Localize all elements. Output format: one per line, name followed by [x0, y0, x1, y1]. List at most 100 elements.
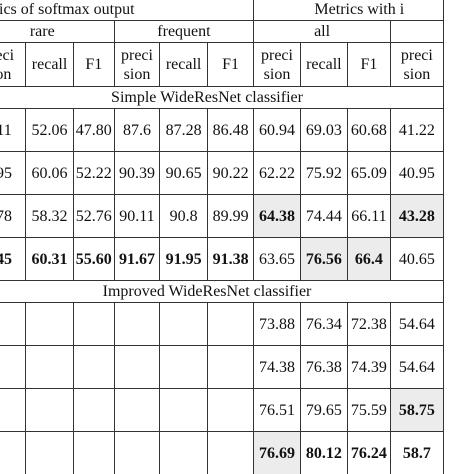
empty-cell	[113, 302, 161, 346]
cell: 90.22	[206, 151, 255, 195]
cell: 3.95	[0, 151, 27, 195]
empty-cell	[25, 431, 75, 474]
cell: 76.69	[253, 431, 301, 474]
empty-cell	[159, 388, 208, 432]
cell: 76.34	[299, 302, 349, 346]
cell: 54.64	[389, 345, 445, 389]
section-row: Improved WideResNet classifier	[0, 280, 444, 303]
cell: 91.38	[206, 237, 255, 281]
empty-cell	[0, 388, 27, 432]
cell: 58.75	[389, 388, 445, 432]
data-row: 73.88 76.34 72.38 54.64	[0, 302, 445, 346]
data-row: 76.51 79.65 75.59 58.75	[0, 388, 445, 432]
group-header: ics of softmax output	[0, 0, 255, 21]
cell: 69.03	[299, 108, 349, 152]
empty-cell	[113, 388, 161, 432]
empty-cell	[159, 345, 208, 389]
subgroup: frequent	[113, 20, 255, 43]
column-header: recall	[25, 42, 75, 87]
cell: 5.78	[0, 194, 27, 238]
cell: 64.38	[253, 194, 301, 238]
column-header: recall	[299, 42, 349, 87]
cell: 74.38	[253, 345, 301, 389]
cell: 90.65	[159, 151, 208, 195]
subgroup: all	[253, 20, 391, 43]
empty-cell	[73, 345, 115, 389]
cell: 60.94	[253, 108, 301, 152]
cell: 1.11	[0, 108, 27, 152]
empty-cell	[0, 345, 27, 389]
cell: 43.28	[389, 194, 445, 238]
cell: 54.64	[389, 302, 445, 346]
cell: 62.22	[253, 151, 301, 195]
cell: 91.95	[159, 237, 208, 281]
cell: 74.39	[347, 345, 391, 389]
header-row: ics of softmax output Metrics with i	[0, 0, 444, 21]
cell: 90.11	[113, 194, 161, 238]
column-header: F1	[206, 42, 255, 87]
cell: 9.45	[0, 237, 27, 281]
section-title: Simple WideResNet classifier	[0, 86, 444, 109]
cell: 65.09	[347, 151, 391, 195]
cell: 80.12	[299, 431, 349, 474]
column-header: preci sion	[113, 42, 161, 87]
cell: 40.95	[389, 151, 445, 195]
cell: 75.59	[347, 388, 391, 432]
data-row: 74.38 76.38 74.39 54.64	[0, 345, 445, 389]
cell: 91.67	[113, 237, 161, 281]
empty-cell	[73, 302, 115, 346]
cell: 41.22	[389, 108, 445, 152]
data-row: 5.7858.3252.7690.1190.889.9964.3874.4466…	[0, 194, 445, 238]
cell: 90.8	[159, 194, 208, 238]
cell: 66.4	[347, 237, 391, 281]
data-row: 9.4560.3155.6091.6791.9591.3863.6576.566…	[0, 237, 445, 281]
empty-cell	[25, 345, 75, 389]
column-header: preci sion	[0, 42, 27, 87]
data-row: 76.69 80.12 76.24 58.7	[0, 431, 445, 474]
empty-cell	[0, 431, 27, 474]
cell: 66.11	[347, 194, 391, 238]
data-row: 1.1152.0647.8087.687.2886.4860.9469.0360…	[0, 108, 445, 152]
subgroup	[389, 20, 445, 43]
empty-cell	[206, 388, 255, 432]
cell: 52.76	[73, 194, 115, 238]
empty-cell	[206, 431, 255, 474]
section-row: Simple WideResNet classifier	[0, 86, 444, 109]
cell: 73.88	[253, 302, 301, 346]
cell: 86.48	[206, 108, 255, 152]
cell: 74.44	[299, 194, 349, 238]
cell: 76.38	[299, 345, 349, 389]
cell: 63.65	[253, 237, 301, 281]
empty-cell	[206, 345, 255, 389]
cell: 72.38	[347, 302, 391, 346]
cell: 60.68	[347, 108, 391, 152]
empty-cell	[159, 302, 208, 346]
column-header: F1	[73, 42, 115, 87]
cell: 90.39	[113, 151, 161, 195]
empty-cell	[73, 388, 115, 432]
column-header: preci sion	[389, 42, 445, 87]
cell: 75.92	[299, 151, 349, 195]
cell: 40.65	[389, 237, 445, 281]
metrics-table: ics of softmax output Metrics with i rar…	[0, 0, 445, 474]
empty-cell	[25, 302, 75, 346]
cell: 47.80	[73, 108, 115, 152]
cell: 87.28	[159, 108, 208, 152]
section-title: Improved WideResNet classifier	[0, 280, 444, 303]
cell: 52.22	[73, 151, 115, 195]
cell: 89.99	[206, 194, 255, 238]
subgroup-row: rare frequent all	[0, 20, 445, 43]
empty-cell	[113, 345, 161, 389]
empty-cell	[0, 302, 27, 346]
cell: 55.60	[73, 237, 115, 281]
group-header: Metrics with i	[253, 0, 444, 21]
cell: 60.06	[25, 151, 75, 195]
cell: 79.65	[299, 388, 349, 432]
cell: 87.6	[113, 108, 161, 152]
cell: 76.51	[253, 388, 301, 432]
cell: 58.32	[25, 194, 75, 238]
empty-cell	[25, 388, 75, 432]
cell: 58.7	[389, 431, 445, 474]
